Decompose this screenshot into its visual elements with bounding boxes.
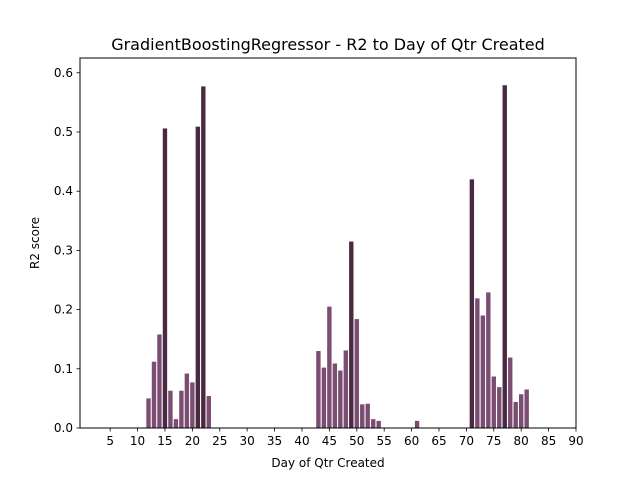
x-tick-label: 45 [322,434,337,448]
bar-day-20 [190,382,195,428]
bar-day-51 [360,404,365,428]
y-tick-label: 0.3 [54,243,73,257]
bar-day-54 [376,420,381,428]
bar-day-13 [151,361,157,428]
bar-day-61 [414,420,420,428]
x-tick-label: 65 [431,434,446,448]
bar-day-14 [157,334,162,428]
bar-day-50 [354,319,359,428]
bar-day-23 [206,396,211,428]
bar-day-52 [365,403,370,428]
bar-day-21 [195,126,201,428]
x-tick-label: 10 [130,434,145,448]
bar-day-81 [524,389,529,428]
chart-title: GradientBoostingRegressor - R2 to Day of… [111,35,545,54]
bar-day-46 [332,363,338,428]
x-tick-label: 75 [486,434,501,448]
x-tick-label: 30 [240,434,255,448]
bar-day-47 [338,370,343,428]
bar-day-72 [475,298,480,428]
bar-day-17 [173,419,179,428]
bars-layer [146,85,529,429]
y-axis-title: R2 score [28,217,42,269]
y-tick-label: 0.5 [54,125,73,139]
x-tick-label: 15 [157,434,172,448]
x-tick-label: 50 [349,434,364,448]
x-tick-label: 85 [541,434,556,448]
x-tick-label: 20 [185,434,200,448]
bar-day-76 [497,387,502,428]
y-tick-label: 0.6 [54,66,73,80]
bar-day-77 [502,85,507,429]
y-axis: 0.0 0.1 0.2 0.3 0.4 0.5 0.6 [54,66,80,435]
bar-day-19 [184,373,190,428]
bar-day-44 [321,367,327,428]
bar-day-53 [371,419,376,428]
bar-day-80 [519,394,524,428]
bar-day-18 [179,390,184,428]
bar-day-48 [343,350,349,428]
bar-day-16 [168,390,173,428]
x-tick-label: 60 [404,434,419,448]
y-tick-label: 0.1 [54,362,73,376]
x-tick-label: 80 [514,434,529,448]
bar-day-73 [480,315,486,428]
bar-day-49 [349,241,354,428]
bar-day-45 [327,306,332,428]
bar-day-12 [146,398,151,428]
bar-day-74 [486,292,491,428]
x-axis-title: Day of Qtr Created [271,456,384,470]
x-tick-label: 25 [212,434,227,448]
bar-day-78 [508,357,513,428]
bar-day-71 [469,179,475,428]
y-tick-label: 0.0 [54,421,73,435]
y-tick-label: 0.2 [54,303,73,317]
x-tick-label: 90 [568,434,583,448]
x-tick-label: 40 [294,434,309,448]
bar-day-15 [162,128,168,428]
bar-day-43 [316,351,321,428]
x-tick-label: 70 [459,434,474,448]
x-tick-label: 5 [106,434,114,448]
y-tick-label: 0.4 [54,184,73,198]
x-axis: 5 10 15 20 25 30 35 40 45 50 55 60 65 70 75 80 85 90 [106,428,584,448]
plot-area-frame [79,57,577,429]
bar-day-75 [491,376,496,428]
bar-day-79 [513,401,518,428]
x-tick-label: 55 [377,434,392,448]
x-tick-label: 35 [267,434,282,448]
bar-day-22 [201,86,206,428]
